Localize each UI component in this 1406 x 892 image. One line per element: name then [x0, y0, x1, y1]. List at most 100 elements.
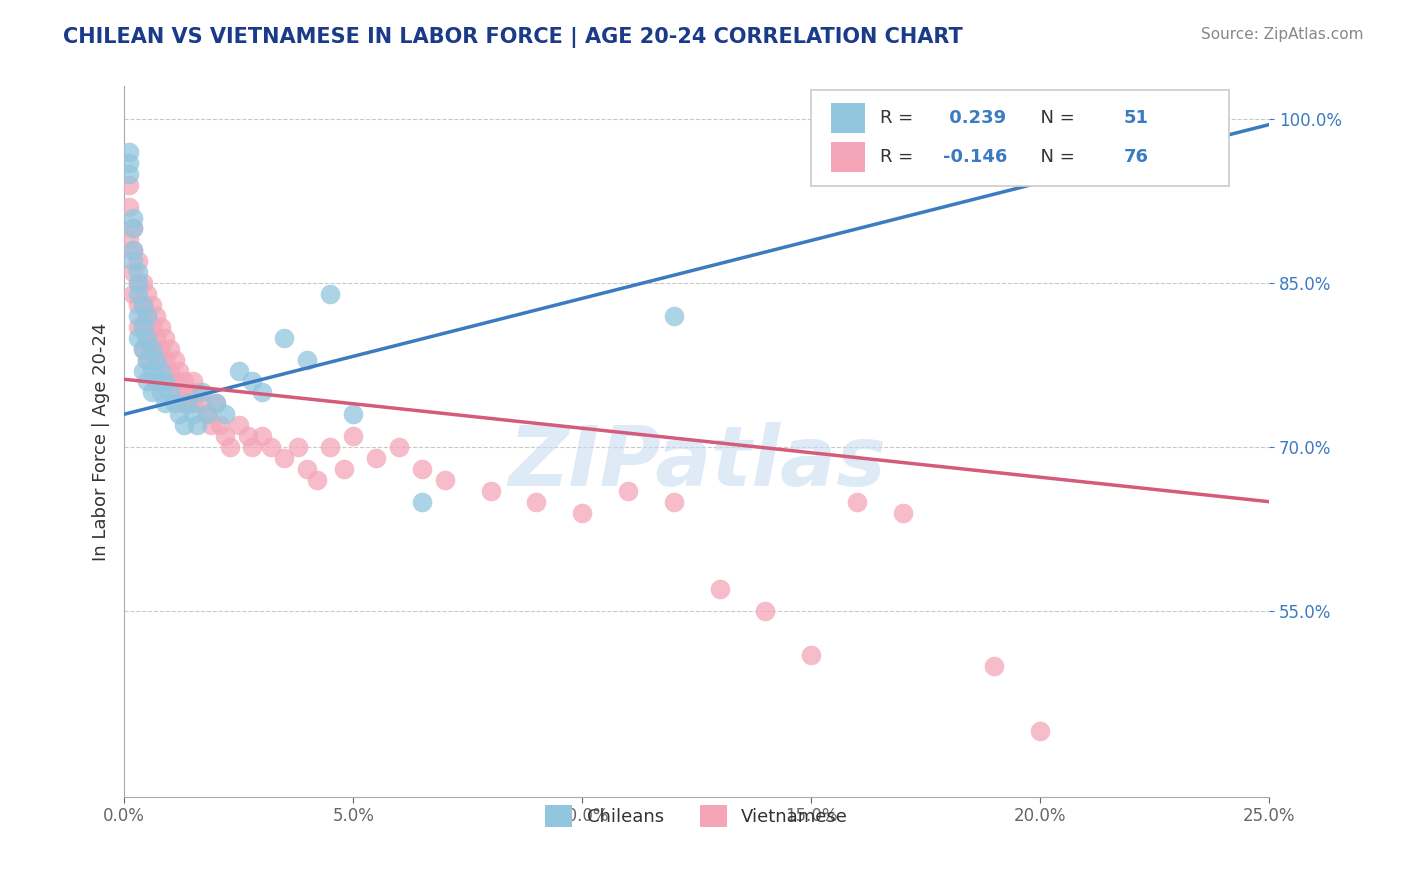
Point [127, 265, 149, 279]
Point [617, 483, 640, 498]
Point [191, 385, 214, 400]
Point [228, 418, 250, 433]
Point [149, 385, 172, 400]
Point [260, 440, 283, 454]
Point [297, 462, 319, 476]
Point [195, 407, 218, 421]
Text: R =: R = [880, 110, 918, 128]
Point [145, 331, 167, 345]
Point [127, 276, 149, 290]
Point [118, 178, 141, 192]
Point [709, 582, 731, 596]
Point [159, 385, 181, 400]
Point [297, 352, 319, 367]
Point [145, 375, 167, 389]
Point [214, 407, 236, 421]
Point [163, 375, 186, 389]
Point [571, 506, 593, 520]
Point [131, 276, 153, 290]
Y-axis label: In Labor Force | Age 20-24: In Labor Force | Age 20-24 [93, 322, 110, 561]
Point [136, 375, 159, 389]
Point [1029, 724, 1052, 739]
Point [411, 462, 433, 476]
Point [914, 156, 936, 170]
Point [141, 342, 163, 356]
Text: 76: 76 [1123, 148, 1149, 167]
Point [122, 221, 145, 235]
Point [479, 483, 502, 498]
Point [136, 352, 159, 367]
Point [141, 319, 163, 334]
FancyBboxPatch shape [811, 90, 1229, 186]
Point [242, 375, 264, 389]
Point [181, 407, 204, 421]
Point [191, 396, 214, 410]
Point [159, 342, 181, 356]
Text: 0.239: 0.239 [943, 110, 1005, 128]
Point [800, 648, 823, 662]
Point [141, 385, 163, 400]
Point [186, 385, 208, 400]
Point [149, 319, 172, 334]
Point [122, 287, 145, 301]
Point [200, 418, 222, 433]
Point [218, 440, 240, 454]
Point [305, 473, 328, 487]
Point [983, 658, 1005, 673]
Text: N =: N = [1029, 148, 1080, 167]
Point [273, 450, 295, 465]
Point [186, 418, 208, 433]
Text: CHILEAN VS VIETNAMESE IN LABOR FORCE | AGE 20-24 CORRELATION CHART: CHILEAN VS VIETNAMESE IN LABOR FORCE | A… [63, 27, 963, 48]
Point [136, 309, 159, 323]
Point [159, 363, 181, 377]
Point [127, 287, 149, 301]
Point [204, 396, 226, 410]
Point [167, 363, 190, 377]
Point [181, 396, 204, 410]
Point [388, 440, 411, 454]
Point [214, 429, 236, 443]
Point [1029, 123, 1052, 137]
Point [754, 604, 776, 618]
Point [287, 440, 309, 454]
Point [149, 363, 172, 377]
Point [411, 494, 433, 508]
Point [433, 473, 456, 487]
Point [242, 440, 264, 454]
Point [118, 167, 141, 181]
Point [145, 309, 167, 323]
Point [891, 506, 914, 520]
Point [136, 309, 159, 323]
Point [173, 418, 195, 433]
Point [131, 298, 153, 312]
Point [204, 396, 226, 410]
Point [127, 276, 149, 290]
Point [662, 494, 685, 508]
Text: R =: R = [880, 148, 918, 167]
FancyBboxPatch shape [831, 143, 865, 172]
Point [209, 418, 232, 433]
Point [131, 363, 153, 377]
Point [127, 331, 149, 345]
Point [173, 396, 195, 410]
Point [118, 145, 141, 159]
Point [181, 375, 204, 389]
Legend: Chileans, Vietnamese: Chileans, Vietnamese [538, 797, 855, 834]
Point [167, 407, 190, 421]
Point [236, 429, 259, 443]
Point [122, 265, 145, 279]
Point [319, 287, 342, 301]
Point [136, 287, 159, 301]
Point [127, 319, 149, 334]
Point [127, 298, 149, 312]
Point [149, 342, 172, 356]
Point [141, 298, 163, 312]
Point [163, 352, 186, 367]
Text: 51: 51 [1123, 110, 1149, 128]
Point [141, 342, 163, 356]
Point [118, 232, 141, 246]
Point [250, 429, 273, 443]
Point [155, 331, 177, 345]
Point [131, 342, 153, 356]
Text: -0.146: -0.146 [943, 148, 1007, 167]
